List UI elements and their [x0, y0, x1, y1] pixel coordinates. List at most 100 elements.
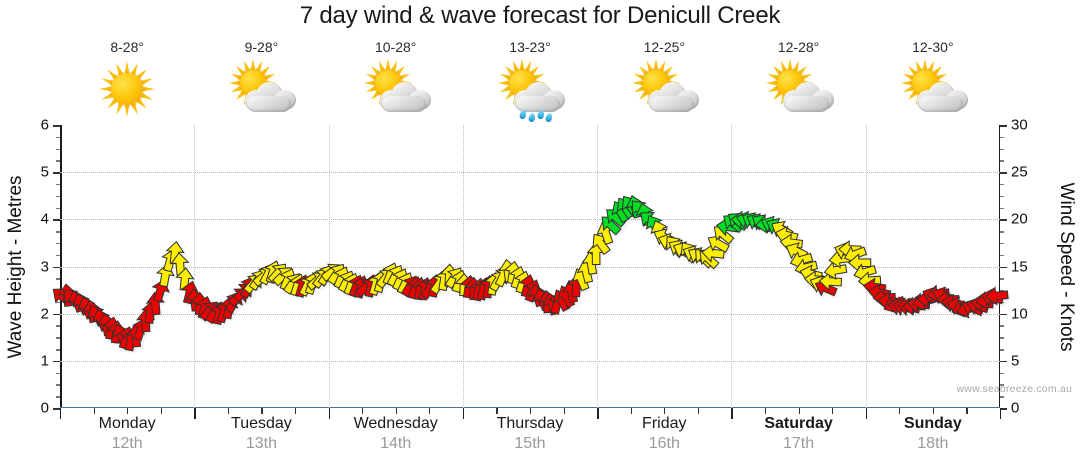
day-date: 14th — [380, 435, 412, 452]
temperature-range: 8-28° — [110, 39, 144, 55]
right-tick-mark — [1000, 408, 1007, 410]
day-label-monday: Monday 12th — [60, 414, 194, 454]
left-tick-label: 0 — [40, 399, 49, 417]
vertical-gridline — [462, 125, 464, 408]
vertical-gridline — [731, 125, 733, 408]
right-tick-mark — [1000, 266, 1007, 268]
six-hour-tick — [127, 408, 129, 414]
partly-cloudy-icon — [630, 58, 700, 120]
six-hour-tick — [765, 408, 767, 414]
rain-drop-icon — [527, 112, 536, 123]
right-tick-label: 30 — [1011, 116, 1028, 134]
left-minor-tick — [56, 384, 60, 386]
day-boundary-tick — [60, 408, 62, 419]
six-hour-tick — [362, 408, 364, 414]
day-header-friday: 12-25° — [597, 38, 731, 123]
left-minor-tick — [56, 242, 60, 245]
right-tick-label: 0 — [1011, 399, 1020, 417]
rain-drop-icon — [518, 109, 527, 120]
six-hour-tick — [966, 408, 968, 414]
sun-disc — [111, 73, 144, 105]
rain-drop-icon — [544, 112, 553, 123]
right-tick-mark — [1000, 219, 1007, 221]
horizontal-gridline — [60, 313, 1000, 315]
day-boundary-tick — [597, 408, 599, 419]
sun-ray — [653, 58, 660, 72]
horizontal-gridline — [60, 266, 1000, 268]
cloud-icon — [512, 80, 565, 112]
day-boundary-tick — [865, 408, 868, 419]
day-date: 15th — [514, 435, 546, 452]
wind-arrow — [785, 242, 809, 260]
day-label-wednesday: Wednesday 14th — [329, 414, 463, 454]
right-minor-tick — [1000, 372, 1004, 375]
left-tick-mark — [53, 125, 60, 127]
day-header-saturday: 12-28° — [731, 38, 865, 123]
left-minor-tick — [56, 337, 60, 339]
six-hour-tick — [697, 408, 700, 414]
partly-cloudy-icon — [899, 58, 968, 120]
six-hour-tick — [530, 408, 532, 414]
day-name: Monday — [98, 415, 156, 432]
sun-ray — [384, 58, 391, 72]
bottom-axis-line — [60, 406, 1000, 408]
day-name: Friday — [642, 415, 687, 432]
left-tick-label: 2 — [40, 305, 49, 323]
left-tick-mark — [53, 266, 60, 268]
right-minor-tick — [1000, 396, 1004, 398]
right-tick-mark — [1000, 125, 1007, 127]
cloud-icon — [915, 80, 968, 112]
day-date: 18th — [917, 435, 949, 452]
right-minor-tick — [1000, 349, 1004, 351]
left-minor-tick — [56, 372, 60, 375]
day-header-sunday: 12-30° — [866, 38, 1000, 123]
partly-cloudy-icon — [362, 58, 431, 120]
left-tick-mark — [53, 360, 60, 363]
right-tick-label: 25 — [1011, 163, 1028, 181]
day-boundary-tick — [194, 408, 196, 419]
six-hour-tick — [160, 408, 162, 414]
day-header-tuesday: 9-28° — [194, 38, 328, 123]
day-name: Saturday — [764, 415, 833, 432]
left-tick-mark — [53, 408, 60, 410]
left-minor-tick — [56, 183, 60, 186]
right-tick-label: 5 — [1011, 352, 1020, 370]
day-label-friday: Friday 16th — [597, 414, 731, 454]
horizontal-gridline — [60, 360, 1000, 362]
page-title: 7 day wind & wave forecast for Denicull … — [299, 2, 781, 29]
right-minor-tick — [1000, 278, 1004, 280]
wind-arrow — [707, 234, 730, 253]
day-header-wednesday: 10-28° — [329, 38, 463, 123]
day-name: Wednesday — [353, 415, 438, 432]
sun-ray — [921, 58, 928, 72]
left-axis-title: Wave Height - Metres — [5, 174, 26, 359]
left-tick-mark — [53, 172, 60, 174]
sun-ray — [518, 58, 525, 72]
right-minor-tick — [1000, 148, 1004, 151]
right-minor-tick — [1000, 242, 1004, 245]
right-minor-tick — [1000, 325, 1004, 327]
right-minor-tick — [1000, 290, 1004, 292]
right-minor-tick — [1000, 337, 1004, 339]
right-axis-title: Wind Speed - Knots — [1056, 182, 1077, 351]
left-tick-label: 6 — [40, 116, 49, 134]
sunny-icon — [93, 58, 161, 120]
six-hour-tick — [93, 408, 95, 414]
rain-shower-icon — [496, 58, 565, 123]
six-hour-tick — [899, 408, 901, 414]
six-hour-tick — [832, 408, 834, 414]
left-tick-label: 3 — [40, 258, 49, 275]
day-boundary-tick — [462, 408, 465, 419]
left-minor-tick — [56, 278, 60, 280]
day-header-thursday: 13-23° — [463, 38, 597, 123]
six-hour-tick — [261, 408, 263, 414]
right-minor-tick — [1000, 136, 1004, 139]
six-hour-tick — [563, 408, 565, 414]
day-label-thursday: Thursday 15th — [463, 414, 597, 454]
day-boundary-tick — [1000, 408, 1002, 419]
wind-arrow — [818, 271, 843, 292]
horizontal-gridline — [60, 219, 1000, 221]
temperature-range: 12-28° — [777, 39, 820, 55]
right-minor-tick — [1000, 384, 1004, 386]
six-hour-tick — [295, 408, 297, 414]
